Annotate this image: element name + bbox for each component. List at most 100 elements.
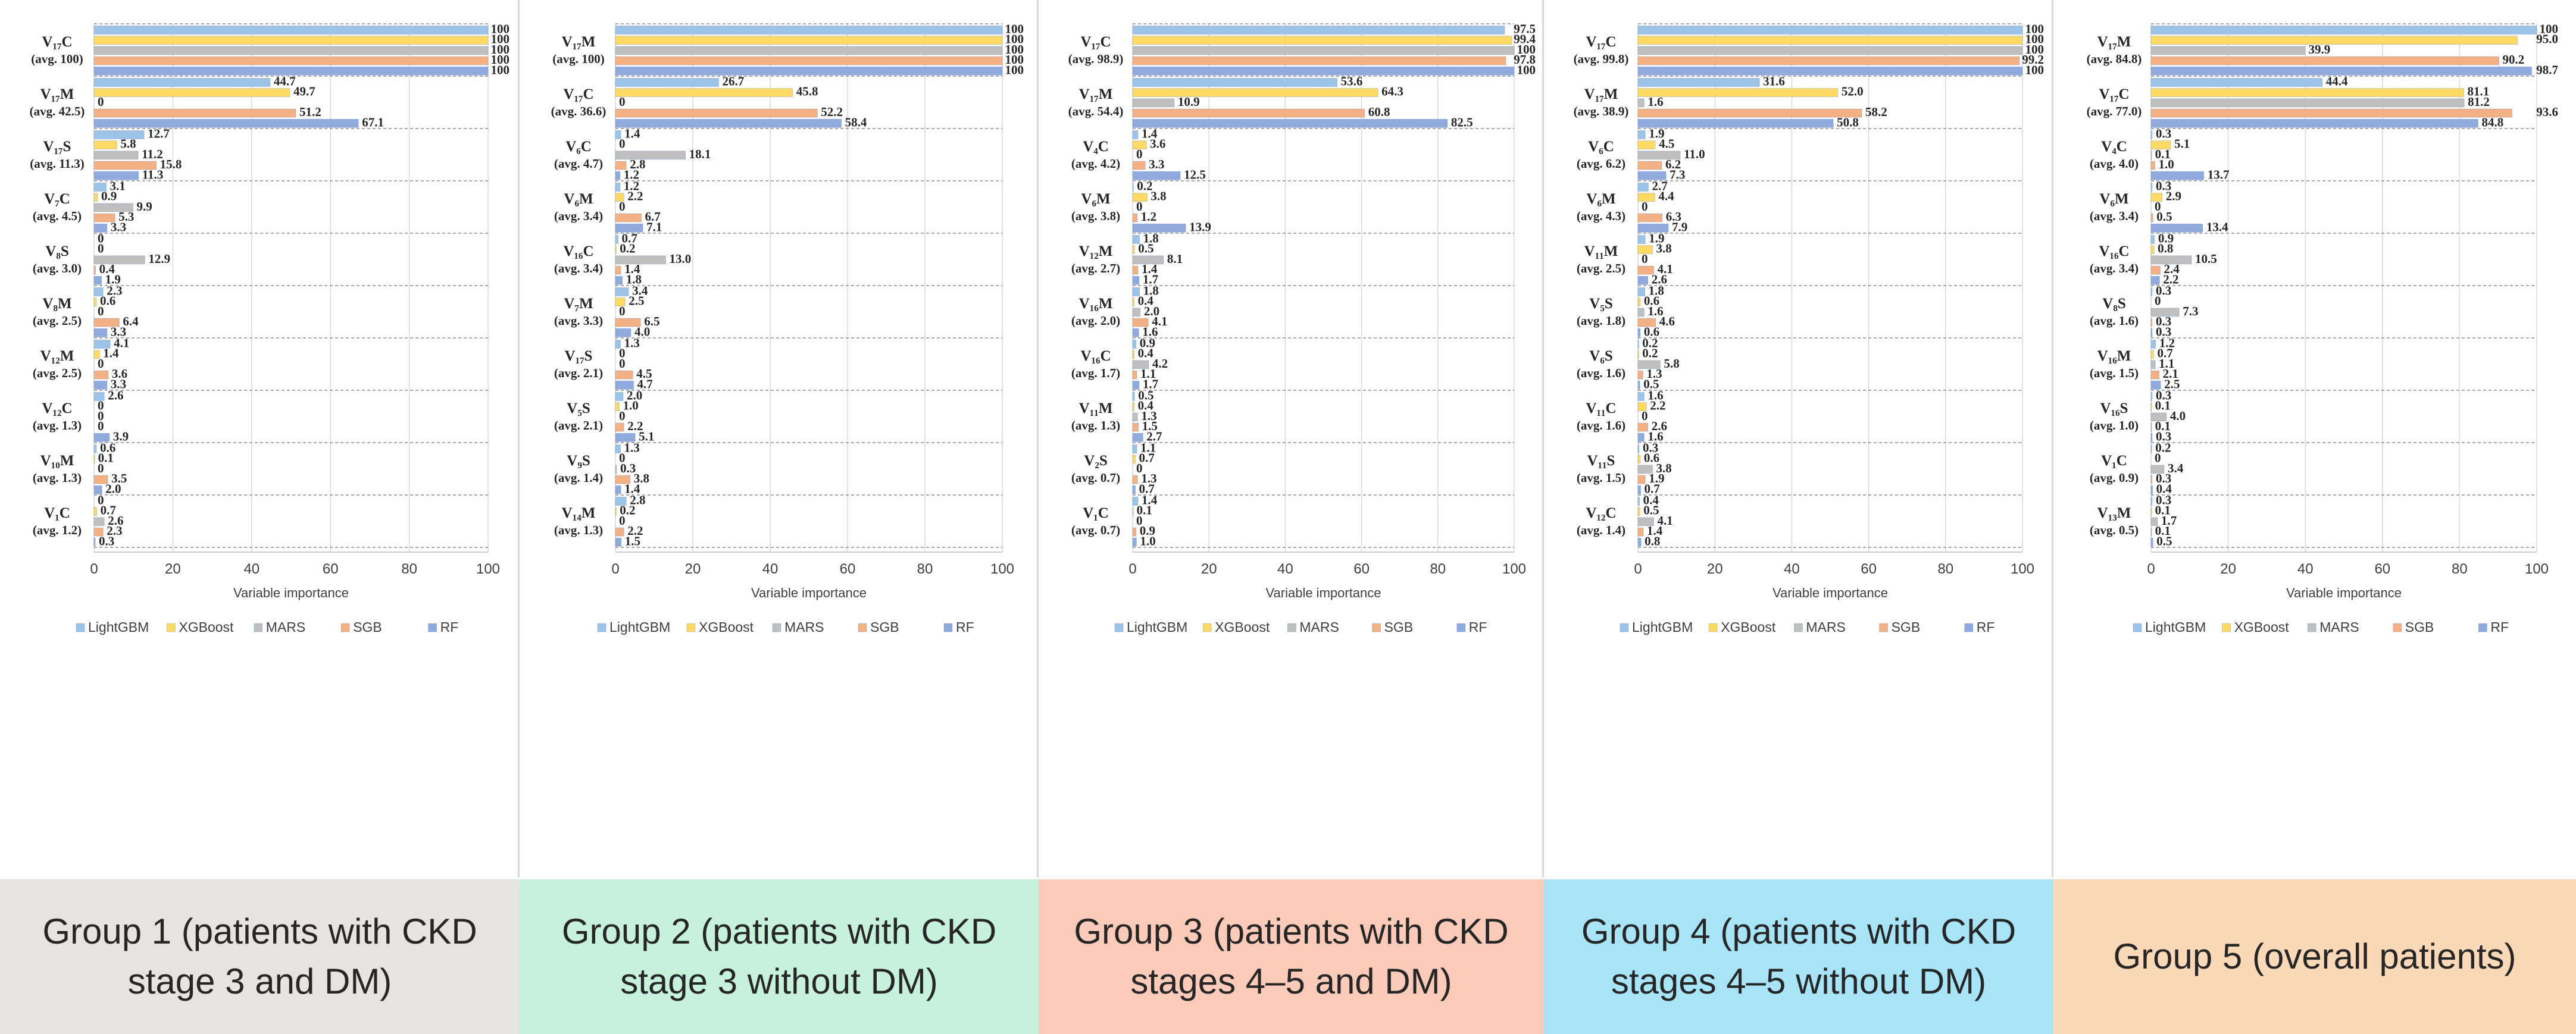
bar-value-label: 12.7 (148, 127, 170, 141)
bar-value-label: 60.8 (1368, 105, 1390, 119)
x-tick-label: 80 (1430, 561, 1446, 577)
bar-value-label: 1.3 (1646, 366, 1662, 381)
legend-swatch (1964, 623, 1974, 632)
legend-label: LightGBM (609, 619, 670, 635)
bar-value-label: 0.3 (2156, 284, 2171, 298)
bar-value-label: 2.6 (1652, 419, 1667, 433)
bar-value-label: 1.2 (1141, 209, 1156, 224)
bar-rf (1637, 485, 1641, 494)
bar-mars (1637, 151, 1681, 160)
bar-value-label: 0 (1136, 513, 1143, 528)
bar-value-label: 67.1 (362, 115, 384, 129)
variable-average: (avg. 11.3) (30, 156, 85, 171)
bar-value-label: 3.3 (111, 220, 126, 234)
bar-sgb (2150, 370, 2159, 380)
bar-value-label: 95.0 (2536, 32, 2558, 46)
bar-value-label: 100 (1005, 32, 1024, 46)
chart-group-4: V₁₇C(avg. 99.8)10010010099.2100V₁₇M(avg.… (1574, 22, 2044, 635)
bar-mars (2150, 308, 2180, 317)
bar-sgb (2150, 161, 2155, 170)
bar-value-label: 7.3 (2183, 304, 2198, 318)
legend-swatch (1620, 623, 1629, 632)
legend-label: SGB (2405, 619, 2434, 635)
variable-name: V₁C (1083, 505, 1109, 521)
bar-mars (2150, 465, 2165, 474)
x-axis-title: Variable importance (2286, 585, 2402, 600)
variable-average: (avg. 3.4) (554, 261, 603, 275)
bar-rf (1132, 223, 1186, 233)
bar-value-label: 0.5 (1138, 388, 1153, 403)
bar-value-label: 0 (619, 409, 626, 423)
bar-rf (615, 328, 632, 337)
bar-value-label: 0.3 (2156, 429, 2171, 443)
variable-average: (avg. 2.1) (554, 366, 603, 380)
bar-rf (1637, 118, 1834, 128)
bar-value-label: 0 (619, 95, 626, 109)
bar-rf (1637, 66, 2023, 76)
bar-value-label: 3.1 (110, 179, 126, 193)
bar-value-label: 0.7 (1139, 451, 1154, 465)
variable-average: (avg. 1.7) (1071, 366, 1120, 380)
variable-name: V₁₇S (43, 139, 71, 155)
bar-value-label: 0 (2155, 199, 2161, 214)
variable-average: (avg. 1.6) (1577, 418, 1625, 433)
bar-sgb (93, 56, 489, 65)
bar-rf (2150, 66, 2532, 76)
legend-label: MARS (266, 619, 305, 635)
bar-mars (2150, 360, 2156, 369)
bar-value-label: 12.5 (1184, 167, 1206, 181)
bar-value-label: 0 (98, 242, 104, 256)
variable-average: (avg. 0.5) (2090, 523, 2139, 537)
bar-value-label: 0.6 (1644, 324, 1659, 339)
bar-value-label: 100 (2025, 62, 2044, 77)
bar-value-label: 1.7 (1143, 377, 1158, 391)
variable-average: (avg. 36.6) (551, 104, 607, 118)
bar-value-label: 4.4 (1658, 189, 1674, 203)
legend-swatch (2222, 623, 2231, 632)
variable-average: (avg. 4.3) (1577, 209, 1625, 223)
panel-group-5: V₁₇M (avg. 84.8) 100 95.0 39.9 90.2 98.7 V₁₇C (a… (2053, 0, 2576, 1034)
bar-value-label: 0.2 (2155, 441, 2171, 455)
bar-sgb (1132, 108, 1365, 118)
bar-value-label: 5.8 (1664, 356, 1679, 371)
x-tick-label: 60 (1861, 561, 1877, 577)
bar-value-label: 52.2 (821, 105, 843, 119)
bar-sgb (1132, 527, 1137, 537)
bar-lightgbm (1132, 130, 1139, 139)
bar-lightgbm (93, 287, 104, 296)
bar-xgboost (1132, 245, 1135, 255)
bar-value-label: 2.0 (627, 388, 642, 403)
variable-name: V₄C (1083, 139, 1109, 155)
variable-average: (avg. 0.7) (1071, 523, 1120, 537)
bar-value-label: 0 (619, 199, 626, 214)
bar-value-label: 1.8 (1143, 284, 1159, 298)
bar-value-label: 0.3 (2156, 493, 2171, 507)
bar-value-label: 64.3 (1381, 84, 1403, 99)
variable-name: V₁₇S (565, 348, 593, 364)
bar-value-label: 0 (2155, 451, 2161, 465)
bar-value-label: 11.2 (142, 147, 163, 161)
bar-value-label: 44.7 (274, 74, 296, 89)
bar-sgb (1637, 527, 1644, 537)
bar-lightgbm (615, 392, 624, 401)
bar-value-label: 4.1 (1657, 262, 1672, 276)
variable-average: (avg. 54.4) (1068, 104, 1124, 118)
bar-lightgbm (1637, 497, 1640, 506)
bar-value-label: 1.8 (626, 272, 642, 286)
variable-name: V₁₇C (42, 34, 72, 50)
bar-value-label: 84.8 (2482, 115, 2504, 129)
bar-rf (1132, 433, 1143, 442)
bar-rf (615, 537, 622, 547)
legend-swatch (340, 623, 350, 632)
variable-average: (avg. 4.0) (2090, 156, 2139, 171)
bar-rf (2150, 537, 2153, 547)
bar-mars (2150, 151, 2152, 160)
panel-divider (2052, 0, 2053, 878)
bar-xgboost (93, 140, 117, 150)
bar-mars (615, 46, 1003, 55)
bar-value-label: 0.5 (2156, 209, 2172, 224)
legend-swatch (1708, 623, 1718, 632)
bar-sgb (1637, 370, 1643, 380)
x-tick-label: 60 (2374, 561, 2390, 577)
